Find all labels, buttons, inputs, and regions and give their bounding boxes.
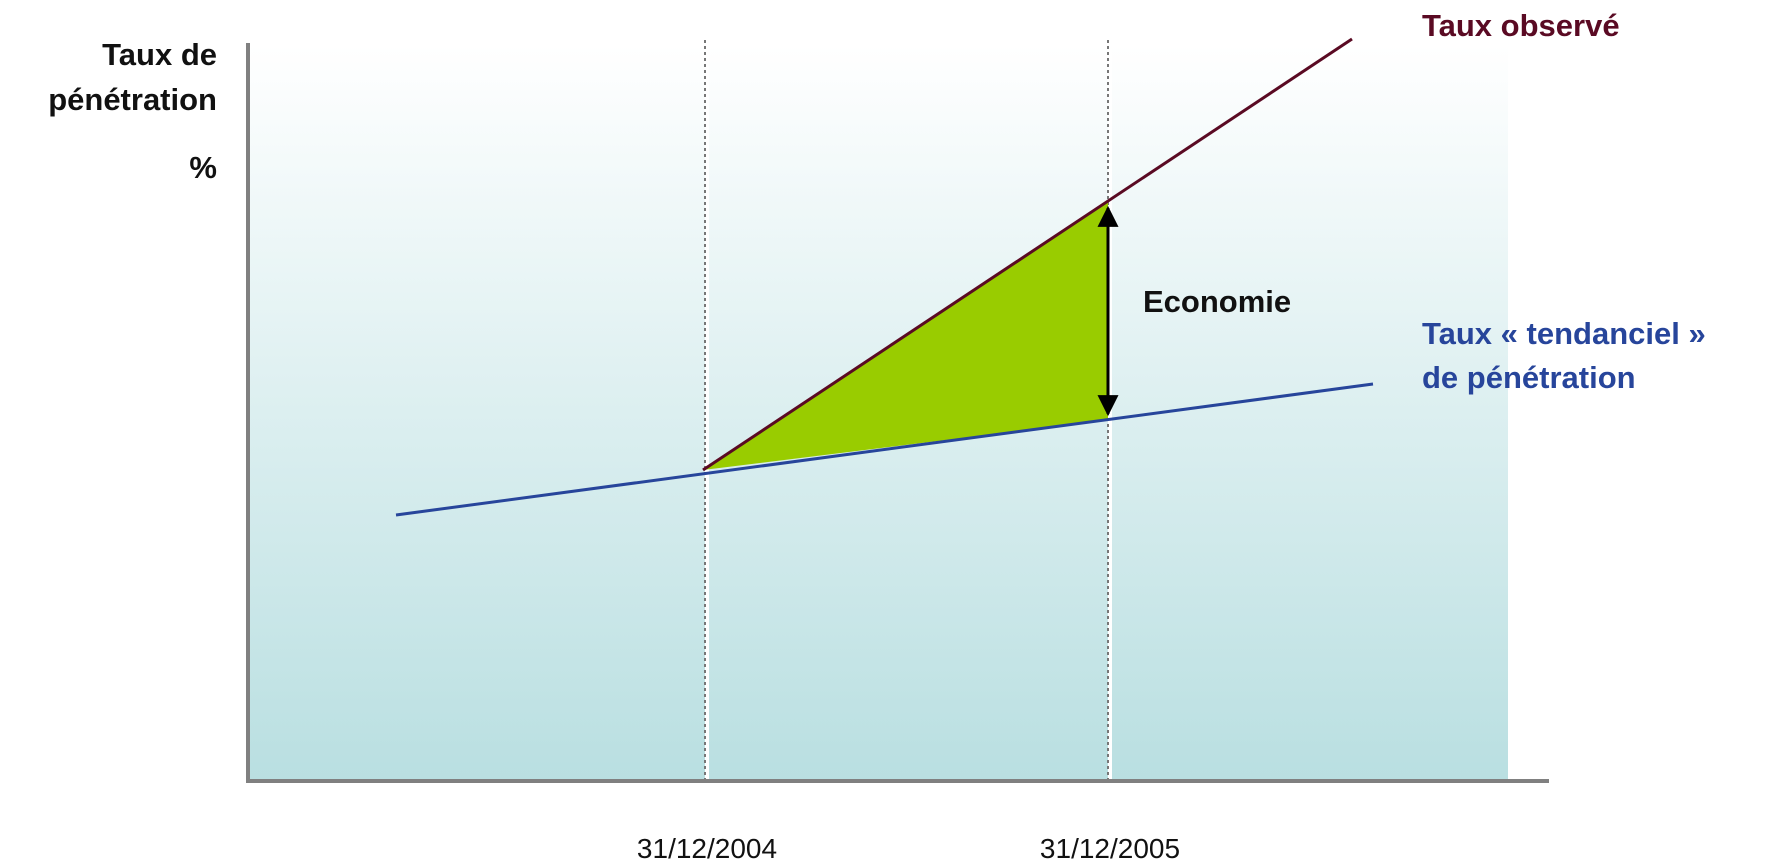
y-axis-unit: %	[189, 150, 217, 185]
trend-rate-label-line1: Taux « tendanciel »	[1422, 316, 1706, 351]
observed-rate-label: Taux observé	[1422, 8, 1620, 43]
economie-label: Economie	[1143, 284, 1292, 319]
trend-line	[395, 382, 1374, 517]
observed-line	[702, 37, 1353, 472]
x-tick-label-2005: 31/12/2005	[1039, 833, 1181, 864]
trend-rate-label-line2: de pénétration	[1422, 360, 1636, 395]
y-axis-title-line1: Taux de	[102, 37, 217, 72]
y-axis-title-line2: pénétration	[48, 82, 217, 117]
x-tick-label-2004: 31/12/2004	[636, 833, 778, 864]
